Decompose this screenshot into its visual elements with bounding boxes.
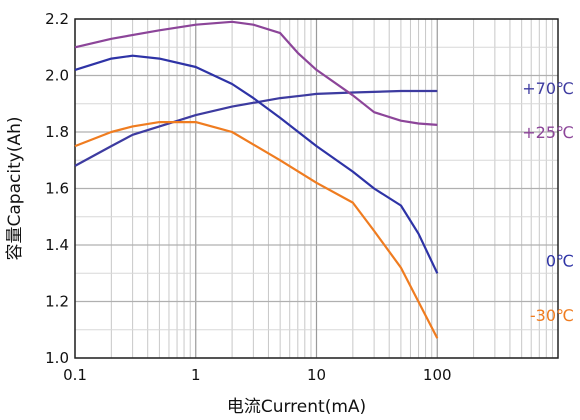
x-tick-label: 10 [307,366,326,384]
y-axis-title: 容量Capacity(Ah) [5,117,25,261]
y-tick-label: 2.2 [45,10,69,28]
y-tick-label: 1.0 [45,349,69,367]
y-tick-label: 2.0 [45,67,69,85]
x-tick-label: 100 [423,366,452,384]
x-tick-label: 0.1 [63,366,87,384]
y-tick-label: 1.8 [45,123,69,141]
x-tick-label: 1 [191,366,201,384]
series-line [74,54,439,274]
series-labels: +70℃ +25℃ 0℃ -30℃ [522,79,574,325]
y-tick-label: 1.6 [45,180,69,198]
y-tick-labels: 1.0 1.2 1.4 1.6 1.8 2.0 2.2 [45,10,69,367]
series-label: +25℃ [522,123,574,142]
series-label: +70℃ [522,79,574,98]
series-line [74,20,438,126]
x-axis-title: 电流Current(mA) [227,397,366,417]
y-tick-label: 1.4 [45,236,69,254]
y-tick-label: 1.2 [45,293,69,311]
series-lines [74,20,439,339]
series-label: -30℃ [530,306,574,325]
series-label: 0℃ [546,251,574,270]
x-tick-labels: 0.1 1 10 100 [63,366,452,384]
series-line [74,121,439,339]
plot-frame [74,18,559,359]
series-line [74,89,438,167]
